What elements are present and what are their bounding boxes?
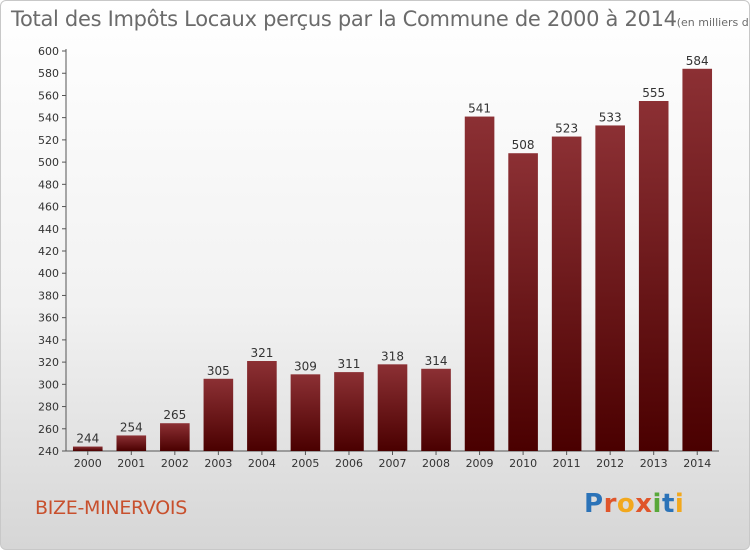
y-tick-label: 320 bbox=[38, 356, 59, 369]
y-tick-label: 440 bbox=[38, 223, 59, 236]
logo-letter: i bbox=[674, 489, 685, 519]
bars: 244 254 265 305 321 309 311 318 314 541 508 523 533 5… bbox=[72, 54, 713, 452]
x-tick-label: 2004 bbox=[248, 457, 276, 470]
x-tick-label: 2010 bbox=[509, 457, 537, 470]
x-tick-label: 2005 bbox=[291, 457, 319, 470]
bar bbox=[682, 68, 713, 452]
y-tick-label: 260 bbox=[38, 423, 59, 436]
y-tick-label: 600 bbox=[38, 45, 59, 58]
bar bbox=[464, 116, 495, 452]
y-tick-label: 480 bbox=[38, 178, 59, 191]
x-axis: 2000 2001 2002 2003 2004 2005 2006 2007 2008 2009… bbox=[66, 450, 719, 470]
logo-letter: P bbox=[584, 489, 604, 519]
bar-value-label: 244 bbox=[76, 432, 99, 446]
y-tick-label: 300 bbox=[38, 378, 59, 391]
bar bbox=[247, 361, 277, 451]
bar-value-label: 321 bbox=[250, 346, 273, 360]
logo-letter: r bbox=[603, 489, 617, 519]
x-tick-label: 2013 bbox=[640, 457, 668, 470]
bar-value-label: 265 bbox=[163, 408, 186, 422]
bar bbox=[116, 435, 147, 451]
bar bbox=[377, 364, 408, 451]
y-tick-label: 500 bbox=[38, 156, 59, 169]
commune-name: BIZE-MINERVOIS bbox=[35, 497, 187, 519]
x-tick-label: 2000 bbox=[74, 457, 102, 470]
bar bbox=[290, 374, 321, 451]
bar-value-label: 541 bbox=[468, 102, 491, 116]
logo-letter: t bbox=[661, 489, 675, 519]
bar-value-label: 305 bbox=[207, 364, 230, 378]
logo-letter: o bbox=[616, 489, 636, 519]
proxiti-logo: Proxiti bbox=[584, 489, 684, 519]
bar bbox=[595, 125, 625, 451]
y-tick-label: 400 bbox=[38, 267, 59, 280]
y-tick-label: 340 bbox=[38, 334, 59, 347]
x-tick-label: 2001 bbox=[117, 457, 145, 470]
y-tick-label: 240 bbox=[38, 445, 59, 458]
y-tick-label: 360 bbox=[38, 312, 59, 325]
logo-letter: i bbox=[652, 489, 662, 519]
bar-value-label: 508 bbox=[512, 138, 535, 152]
y-axis: 240 260 280 300 320 340 360 380 400 420 440 460 480 5… bbox=[38, 45, 67, 458]
y-tick-label: 420 bbox=[38, 245, 59, 258]
y-tick-label: 280 bbox=[38, 401, 59, 414]
y-tick-label: 460 bbox=[38, 201, 59, 214]
bar bbox=[203, 378, 234, 451]
y-tick-label: 560 bbox=[38, 89, 59, 102]
bar-value-label: 311 bbox=[338, 357, 361, 371]
y-tick-label: 380 bbox=[38, 289, 59, 302]
bar-value-label: 555 bbox=[642, 86, 665, 100]
bar bbox=[160, 423, 190, 451]
x-tick-label: 2014 bbox=[683, 457, 711, 470]
x-tick-label: 2011 bbox=[553, 457, 581, 470]
bar bbox=[551, 136, 582, 452]
y-tick-label: 520 bbox=[38, 134, 59, 147]
chart-title: Total des Impôts Locaux perçus par la Co… bbox=[11, 7, 749, 31]
bar bbox=[508, 153, 538, 451]
bar bbox=[638, 101, 669, 451]
bar-value-label: 309 bbox=[294, 359, 317, 373]
x-tick-label: 2007 bbox=[379, 457, 407, 470]
x-tick-label: 2008 bbox=[422, 457, 450, 470]
y-tick-label: 580 bbox=[38, 67, 59, 80]
x-tick-label: 2003 bbox=[204, 457, 232, 470]
x-tick-label: 2002 bbox=[161, 457, 189, 470]
bar bbox=[421, 368, 451, 451]
chart-title-unit: (en milliers d'€) bbox=[676, 16, 749, 29]
bar bbox=[72, 446, 103, 451]
chart-title-text: Total des Impôts Locaux perçus par la Co… bbox=[11, 7, 677, 31]
bar-value-label: 533 bbox=[599, 110, 622, 124]
bar-value-label: 584 bbox=[686, 54, 709, 68]
y-tick-label: 540 bbox=[38, 112, 59, 125]
bar bbox=[334, 372, 364, 451]
bar-value-label: 318 bbox=[381, 349, 404, 363]
bar-value-label: 523 bbox=[555, 122, 578, 136]
logo-letter: x bbox=[635, 489, 653, 519]
bar-value-label: 314 bbox=[425, 354, 448, 368]
x-tick-label: 2009 bbox=[466, 457, 494, 470]
x-tick-label: 2012 bbox=[596, 457, 624, 470]
x-tick-label: 2006 bbox=[335, 457, 363, 470]
bar-value-label: 254 bbox=[120, 420, 143, 434]
